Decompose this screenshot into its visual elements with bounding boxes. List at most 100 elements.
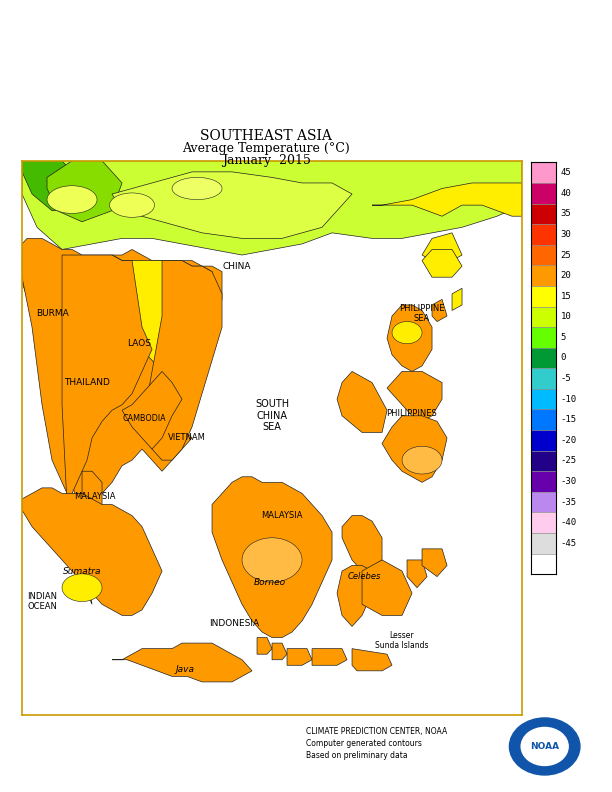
Text: CAMBODIA: CAMBODIA bbox=[123, 414, 166, 423]
Polygon shape bbox=[22, 238, 132, 493]
Text: -20: -20 bbox=[561, 436, 577, 445]
Text: Average Temperature (°C): Average Temperature (°C) bbox=[182, 143, 350, 155]
Text: PHILIPPINES: PHILIPPINES bbox=[386, 409, 436, 417]
Polygon shape bbox=[387, 305, 432, 371]
Text: Celebes: Celebes bbox=[348, 572, 381, 581]
Ellipse shape bbox=[392, 322, 422, 344]
Polygon shape bbox=[352, 649, 392, 671]
Text: VIETNAM: VIETNAM bbox=[168, 433, 206, 443]
Polygon shape bbox=[407, 560, 427, 588]
Text: Java: Java bbox=[175, 664, 194, 674]
Polygon shape bbox=[22, 244, 222, 604]
Bar bbox=[531, 451, 556, 471]
Polygon shape bbox=[257, 638, 272, 654]
Polygon shape bbox=[342, 516, 382, 571]
Bar bbox=[531, 245, 556, 265]
Text: Sumatra: Sumatra bbox=[63, 566, 101, 576]
Text: Lesser
Sunda Islands: Lesser Sunda Islands bbox=[375, 630, 429, 650]
Polygon shape bbox=[422, 249, 462, 277]
Bar bbox=[531, 286, 556, 307]
Text: January  2015: January 2015 bbox=[222, 154, 311, 167]
Polygon shape bbox=[62, 255, 152, 549]
Polygon shape bbox=[122, 371, 182, 449]
Text: NOAA: NOAA bbox=[530, 742, 559, 751]
Ellipse shape bbox=[110, 193, 155, 217]
Bar bbox=[531, 492, 556, 512]
Polygon shape bbox=[142, 261, 222, 460]
Text: -40: -40 bbox=[561, 518, 577, 527]
Polygon shape bbox=[382, 416, 447, 482]
Polygon shape bbox=[22, 488, 162, 615]
Polygon shape bbox=[77, 471, 102, 582]
Polygon shape bbox=[337, 371, 387, 432]
Ellipse shape bbox=[402, 446, 442, 474]
Bar bbox=[531, 183, 556, 204]
Text: INDONESIA: INDONESIA bbox=[209, 619, 259, 628]
Text: BURMA: BURMA bbox=[35, 309, 69, 318]
Text: 20: 20 bbox=[561, 271, 572, 280]
Polygon shape bbox=[312, 649, 347, 665]
Bar bbox=[531, 512, 556, 533]
Text: -45: -45 bbox=[561, 539, 577, 548]
Text: THAILAND: THAILAND bbox=[64, 378, 110, 387]
Polygon shape bbox=[22, 161, 522, 255]
Text: SOUTH
CHINA
SEA: SOUTH CHINA SEA bbox=[255, 399, 289, 432]
Polygon shape bbox=[22, 161, 82, 211]
Text: PHILIPPINE
SEA: PHILIPPINE SEA bbox=[399, 303, 445, 323]
Circle shape bbox=[521, 727, 568, 765]
Text: 30: 30 bbox=[561, 230, 572, 239]
Polygon shape bbox=[422, 233, 462, 266]
Text: -30: -30 bbox=[561, 477, 577, 486]
Polygon shape bbox=[287, 649, 312, 665]
Text: -35: -35 bbox=[561, 497, 577, 507]
Text: 15: 15 bbox=[561, 291, 572, 301]
Text: -15: -15 bbox=[561, 415, 577, 425]
Text: INDIAN
OCEAN: INDIAN OCEAN bbox=[27, 592, 57, 611]
Polygon shape bbox=[112, 172, 352, 238]
Text: CHINA: CHINA bbox=[223, 261, 252, 271]
Polygon shape bbox=[432, 299, 447, 322]
Polygon shape bbox=[452, 288, 462, 310]
Text: SOUTHEAST ASIA: SOUTHEAST ASIA bbox=[200, 129, 332, 143]
Polygon shape bbox=[112, 643, 252, 682]
Text: 0: 0 bbox=[561, 353, 566, 363]
Polygon shape bbox=[47, 161, 122, 222]
Bar bbox=[531, 327, 556, 348]
Bar bbox=[531, 204, 556, 224]
Text: -10: -10 bbox=[561, 394, 577, 404]
Polygon shape bbox=[372, 183, 522, 216]
Bar bbox=[531, 368, 556, 389]
Text: 10: 10 bbox=[561, 312, 572, 322]
Bar bbox=[531, 389, 556, 409]
Polygon shape bbox=[387, 371, 442, 421]
Text: 5: 5 bbox=[561, 333, 566, 342]
Polygon shape bbox=[422, 549, 447, 577]
Bar bbox=[531, 471, 556, 492]
Polygon shape bbox=[272, 643, 287, 660]
Circle shape bbox=[509, 718, 580, 775]
Bar bbox=[531, 162, 556, 183]
Polygon shape bbox=[212, 477, 332, 638]
Bar bbox=[531, 348, 556, 368]
Text: MALAYSIA: MALAYSIA bbox=[74, 492, 115, 501]
Text: -25: -25 bbox=[561, 456, 577, 466]
Text: 35: 35 bbox=[561, 209, 572, 219]
Text: CLIMATE PREDICTION CENTER, NOAA
Computer generated contours
Based on preliminary: CLIMATE PREDICTION CENTER, NOAA Computer… bbox=[306, 727, 447, 760]
Text: -5: -5 bbox=[561, 374, 572, 383]
Ellipse shape bbox=[242, 538, 302, 582]
Polygon shape bbox=[362, 560, 412, 615]
Text: LAOS: LAOS bbox=[127, 339, 152, 348]
Bar bbox=[531, 430, 556, 451]
Polygon shape bbox=[337, 565, 372, 626]
Text: Borneo: Borneo bbox=[253, 577, 286, 587]
Ellipse shape bbox=[47, 186, 97, 214]
Text: 45: 45 bbox=[561, 168, 572, 177]
Bar bbox=[531, 409, 556, 430]
Bar bbox=[531, 533, 556, 554]
Bar bbox=[531, 307, 556, 327]
Polygon shape bbox=[112, 255, 212, 383]
Ellipse shape bbox=[62, 573, 102, 602]
Text: 40: 40 bbox=[561, 188, 572, 198]
Bar bbox=[531, 265, 556, 286]
Text: MALAYSIA: MALAYSIA bbox=[261, 511, 303, 520]
